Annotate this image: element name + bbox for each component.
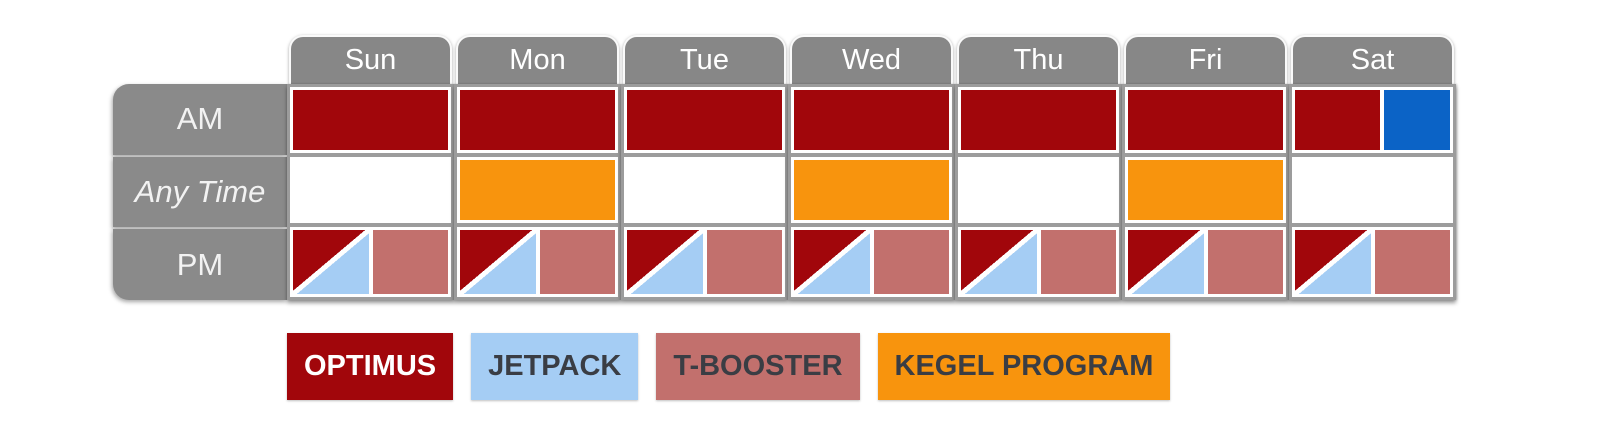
legend-item-jetpack: JETPACK <box>471 333 639 400</box>
day-columns: Sun Mon Tue Wed Thu Fri Sat <box>287 35 1456 300</box>
kegel-program-block <box>1128 160 1283 221</box>
legend: OPTIMUS JETPACK T-BOOSTER KEGEL PROGRAM <box>287 333 1171 400</box>
cell-anytime-thu <box>958 157 1119 224</box>
legend-item-optimus: OPTIMUS <box>287 333 454 400</box>
cell-anytime-sun <box>290 157 451 224</box>
day-column-body-tue <box>621 84 788 300</box>
cell-am-mon <box>457 87 618 154</box>
optimus-block <box>961 90 1116 151</box>
day-column-body-mon <box>454 84 621 300</box>
t-booster-block <box>1207 230 1283 295</box>
cell-pm-fri <box>1125 227 1286 298</box>
day-tab-sat: Sat <box>1291 35 1454 84</box>
optimus-block <box>460 90 615 151</box>
cell-pm-tue <box>624 227 785 298</box>
cell-anytime-fri <box>1125 157 1286 224</box>
t-booster-block <box>372 230 448 295</box>
legend-item-t-booster: T-BOOSTER <box>656 333 860 400</box>
t-booster-block <box>1374 230 1450 295</box>
t-booster-block <box>1040 230 1116 295</box>
cell-anytime-wed <box>791 157 952 224</box>
cell-anytime-mon <box>457 157 618 224</box>
optimus-jetpack-split-block <box>627 230 703 295</box>
day-column-thu: Thu <box>955 35 1122 300</box>
cell-anytime-sat <box>1292 157 1453 224</box>
cell-pm-thu <box>958 227 1119 298</box>
row-label-pm: PM <box>113 229 287 300</box>
day-column-body-wed <box>788 84 955 300</box>
day-tab-fri: Fri <box>1124 35 1287 84</box>
day-column-sat: Sat <box>1289 35 1456 300</box>
cell-am-tue <box>624 87 785 154</box>
optimus-jetpack-split-block <box>1295 230 1371 295</box>
blue-block <box>1383 90 1450 151</box>
optimus-block <box>794 90 949 151</box>
day-tab-tue: Tue <box>623 35 786 84</box>
day-column-body-sat <box>1289 84 1456 300</box>
day-column-tue: Tue <box>621 35 788 300</box>
day-column-wed: Wed <box>788 35 955 300</box>
legend-item-kegel-program: KEGEL PROGRAM <box>877 333 1171 400</box>
kegel-program-block <box>460 160 615 221</box>
cell-am-fri <box>1125 87 1286 154</box>
cell-am-thu <box>958 87 1119 154</box>
optimus-jetpack-split-block <box>961 230 1037 295</box>
row-label-am: AM <box>113 84 287 155</box>
day-column-sun: Sun <box>287 35 454 300</box>
optimus-jetpack-split-block <box>1128 230 1204 295</box>
cell-pm-sat <box>1292 227 1453 298</box>
optimus-block <box>1128 90 1283 151</box>
day-tab-mon: Mon <box>456 35 619 84</box>
cell-anytime-tue <box>624 157 785 224</box>
cell-pm-mon <box>457 227 618 298</box>
day-tab-thu: Thu <box>957 35 1120 84</box>
row-labels: AM Any Time PM <box>113 84 287 300</box>
day-column-body-sun <box>287 84 454 300</box>
day-column-body-thu <box>955 84 1122 300</box>
day-tab-sun: Sun <box>289 35 452 84</box>
optimus-block <box>1295 90 1380 151</box>
day-column-fri: Fri <box>1122 35 1289 300</box>
kegel-program-block <box>794 160 949 221</box>
cell-am-sat <box>1292 87 1453 154</box>
cell-am-sun <box>290 87 451 154</box>
t-booster-block <box>706 230 782 295</box>
t-booster-block <box>539 230 615 295</box>
optimus-jetpack-split-block <box>293 230 369 295</box>
optimus-jetpack-split-block <box>460 230 536 295</box>
cell-am-wed <box>791 87 952 154</box>
day-tab-wed: Wed <box>790 35 953 84</box>
optimus-block <box>293 90 448 151</box>
row-label-anytime: Any Time <box>113 156 287 228</box>
day-column-body-fri <box>1122 84 1289 300</box>
t-booster-block <box>873 230 949 295</box>
optimus-jetpack-split-block <box>794 230 870 295</box>
optimus-block <box>627 90 782 151</box>
cell-pm-sun <box>290 227 451 298</box>
cell-pm-wed <box>791 227 952 298</box>
day-column-mon: Mon <box>454 35 621 300</box>
